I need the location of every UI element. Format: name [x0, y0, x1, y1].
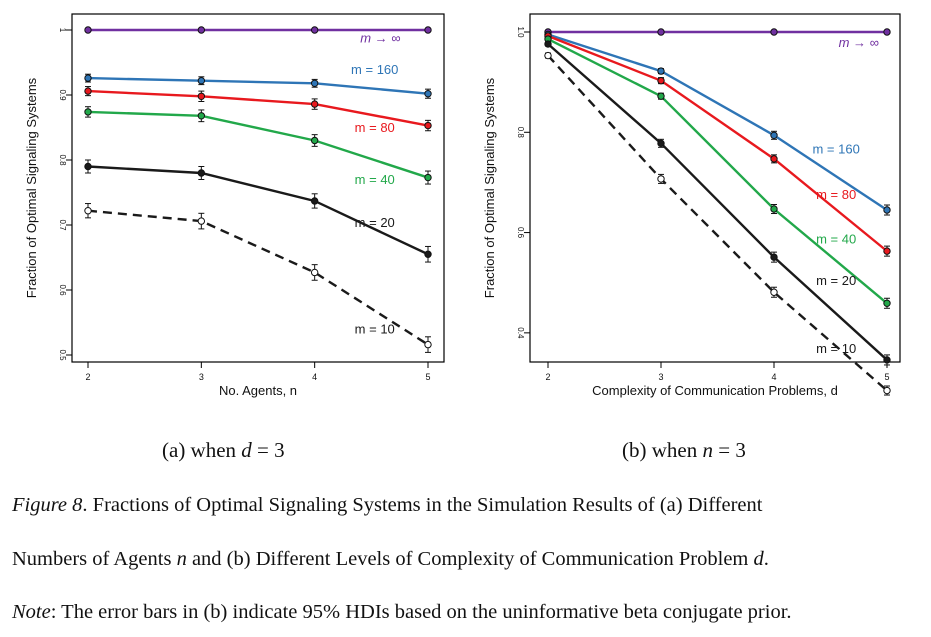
chart-a-ytick-label: 0.8 [58, 154, 67, 166]
chart-a-data-point [84, 108, 92, 116]
chart-a-series-label: m = 160 [351, 62, 398, 77]
chart-b-data-point [657, 175, 665, 183]
chart-a-data-point [84, 26, 92, 34]
chart-b-xlabel: Complexity of Communication Problems, d [592, 383, 838, 398]
chart-b-ytick-label: 1.0 [516, 26, 525, 38]
chart-b-data-point [883, 386, 891, 395]
chart-a-data-point [197, 92, 206, 101]
chart-b-data-point [883, 247, 891, 255]
chart-b-data-point [770, 205, 778, 213]
chart-a-data-point [84, 207, 92, 215]
chart-a-data-point [197, 217, 206, 225]
chart-b-data-point [770, 155, 778, 163]
chart-a: 2 3 4 5 0.5 0.6 0.7 0.8 0.9 1 No. Agents, n Fractio… [24, 13, 445, 398]
chart-b-ytick-label: 0.8 [516, 127, 525, 139]
chart-a-xlabel: No. Agents, n [219, 383, 297, 398]
chart-b-series-label: m = 10 [816, 341, 856, 356]
chart-a-series-label: m = 10 [355, 322, 395, 337]
chart-b-ylabel: Fraction of Optimal Signaling Systems [482, 77, 497, 298]
chart-a-data-point [84, 87, 92, 95]
chart-b-series-line [547, 33, 888, 212]
chart-a-data-point [84, 162, 92, 171]
chart-b-data-point [657, 139, 665, 148]
chart-a-data-point [424, 26, 432, 34]
chart-a-xtick-label: 5 [425, 372, 430, 382]
figure-caption-line1: Figure 8. Fractions of Optimal Signaling… [12, 494, 763, 516]
chart-b-series-line [547, 34, 888, 253]
chart-b-xtick-label: 3 [658, 372, 663, 382]
figure-note: Note: The error bars in (b) indicate 95%… [12, 601, 792, 623]
chart-a-frame [71, 13, 445, 363]
chart-b-series-label: m = 40 [816, 232, 856, 247]
chart-a-xtick-label: 2 [85, 372, 90, 382]
figure-label: Figure 8 [12, 494, 83, 516]
chart-a-ytick-label: 1 [58, 28, 67, 33]
chart-a-ytick-label: 0.7 [58, 219, 67, 231]
chart-b-series-line [547, 43, 888, 361]
chart-a-xtick-label: 3 [199, 372, 204, 382]
chart-a-data-point [310, 268, 319, 277]
chart-b-series-line [547, 54, 888, 392]
chart-b-data-point [657, 67, 665, 75]
chart-b-ytick-label: 0.6 [516, 227, 525, 239]
chart-a-ytick-label: 0.5 [58, 349, 67, 361]
chart-a-series-label: m → ∞ [360, 30, 400, 45]
chart-a-data-point [197, 169, 206, 177]
chart-b-series-label: m = 80 [816, 187, 856, 202]
caption-a: (a) when d = 3 [162, 438, 285, 462]
chart-a-series-line [87, 76, 429, 95]
chart-a-series-label: m = 20 [355, 215, 395, 230]
chart-b-data-point [770, 288, 778, 296]
chart-b-data-point [770, 28, 778, 36]
chart-a-data-point [310, 136, 319, 145]
chart-a-series-line [87, 165, 429, 256]
chart-a-data-point [310, 79, 319, 88]
chart-a-series-line [87, 110, 429, 179]
chart-b-series-label: m → ∞ [839, 35, 879, 50]
chart-b-data-point [883, 206, 891, 214]
chart-b-data-point [770, 253, 778, 261]
chart-b-xtick-label: 4 [771, 372, 776, 382]
chart-b-xtick-label: 2 [545, 372, 550, 382]
chart-b-data-point [544, 40, 552, 48]
chart-a-data-point [424, 250, 432, 258]
chart-a-series-line [87, 209, 429, 346]
chart-b-series-label: m = 20 [816, 273, 856, 288]
chart-a-ytick-label: 0.9 [58, 89, 67, 101]
chart-a-data-point [197, 77, 206, 85]
chart-b-series-line [547, 37, 888, 305]
chart-a-data-point [197, 112, 206, 120]
chart-b-ytick-label: 0.4 [516, 327, 525, 339]
chart-b-data-point [770, 131, 778, 139]
chart-b-data-point [883, 299, 891, 307]
chart-a-series-label: m = 80 [355, 120, 395, 135]
chart-b: 2 3 4 5 0.4 0.6 0.8 1.0 Complexity of Communicat… [482, 13, 901, 398]
chart-a-data-point [84, 74, 92, 82]
caption-b: (b) when n = 3 [622, 438, 746, 462]
chart-a-series-label: m = 40 [355, 172, 395, 187]
chart-a-data-point [424, 173, 432, 182]
chart-a-data-point [197, 26, 206, 34]
chart-b-data-point [544, 51, 552, 60]
chart-b-data-point [657, 28, 665, 36]
chart-b-xtick-label: 5 [884, 372, 889, 382]
chart-a-data-point [310, 26, 319, 34]
chart-a-data-point [310, 100, 319, 108]
chart-a-data-point [424, 340, 432, 349]
chart-a-xtick-label: 4 [312, 372, 317, 382]
chart-b-data-point [883, 356, 891, 364]
chart-b-data-point [883, 28, 891, 36]
chart-b-data-point [657, 92, 665, 100]
figure-caption-line2: Numbers of Agents n and (b) Different Le… [12, 548, 769, 570]
chart-a-data-point [424, 121, 432, 130]
chart-a-ytick-label: 0.6 [58, 284, 67, 296]
chart-b-series-label: m = 160 [812, 141, 859, 156]
chart-a-ylabel: Fraction of Optimal Signaling Systems [24, 77, 39, 298]
chart-b-data-point [657, 76, 665, 85]
chart-a-data-point [310, 197, 319, 205]
note-label: Note [12, 601, 51, 623]
chart-b-frame [529, 13, 901, 363]
chart-a-series-line [87, 89, 429, 127]
chart-a-data-point [424, 90, 432, 98]
